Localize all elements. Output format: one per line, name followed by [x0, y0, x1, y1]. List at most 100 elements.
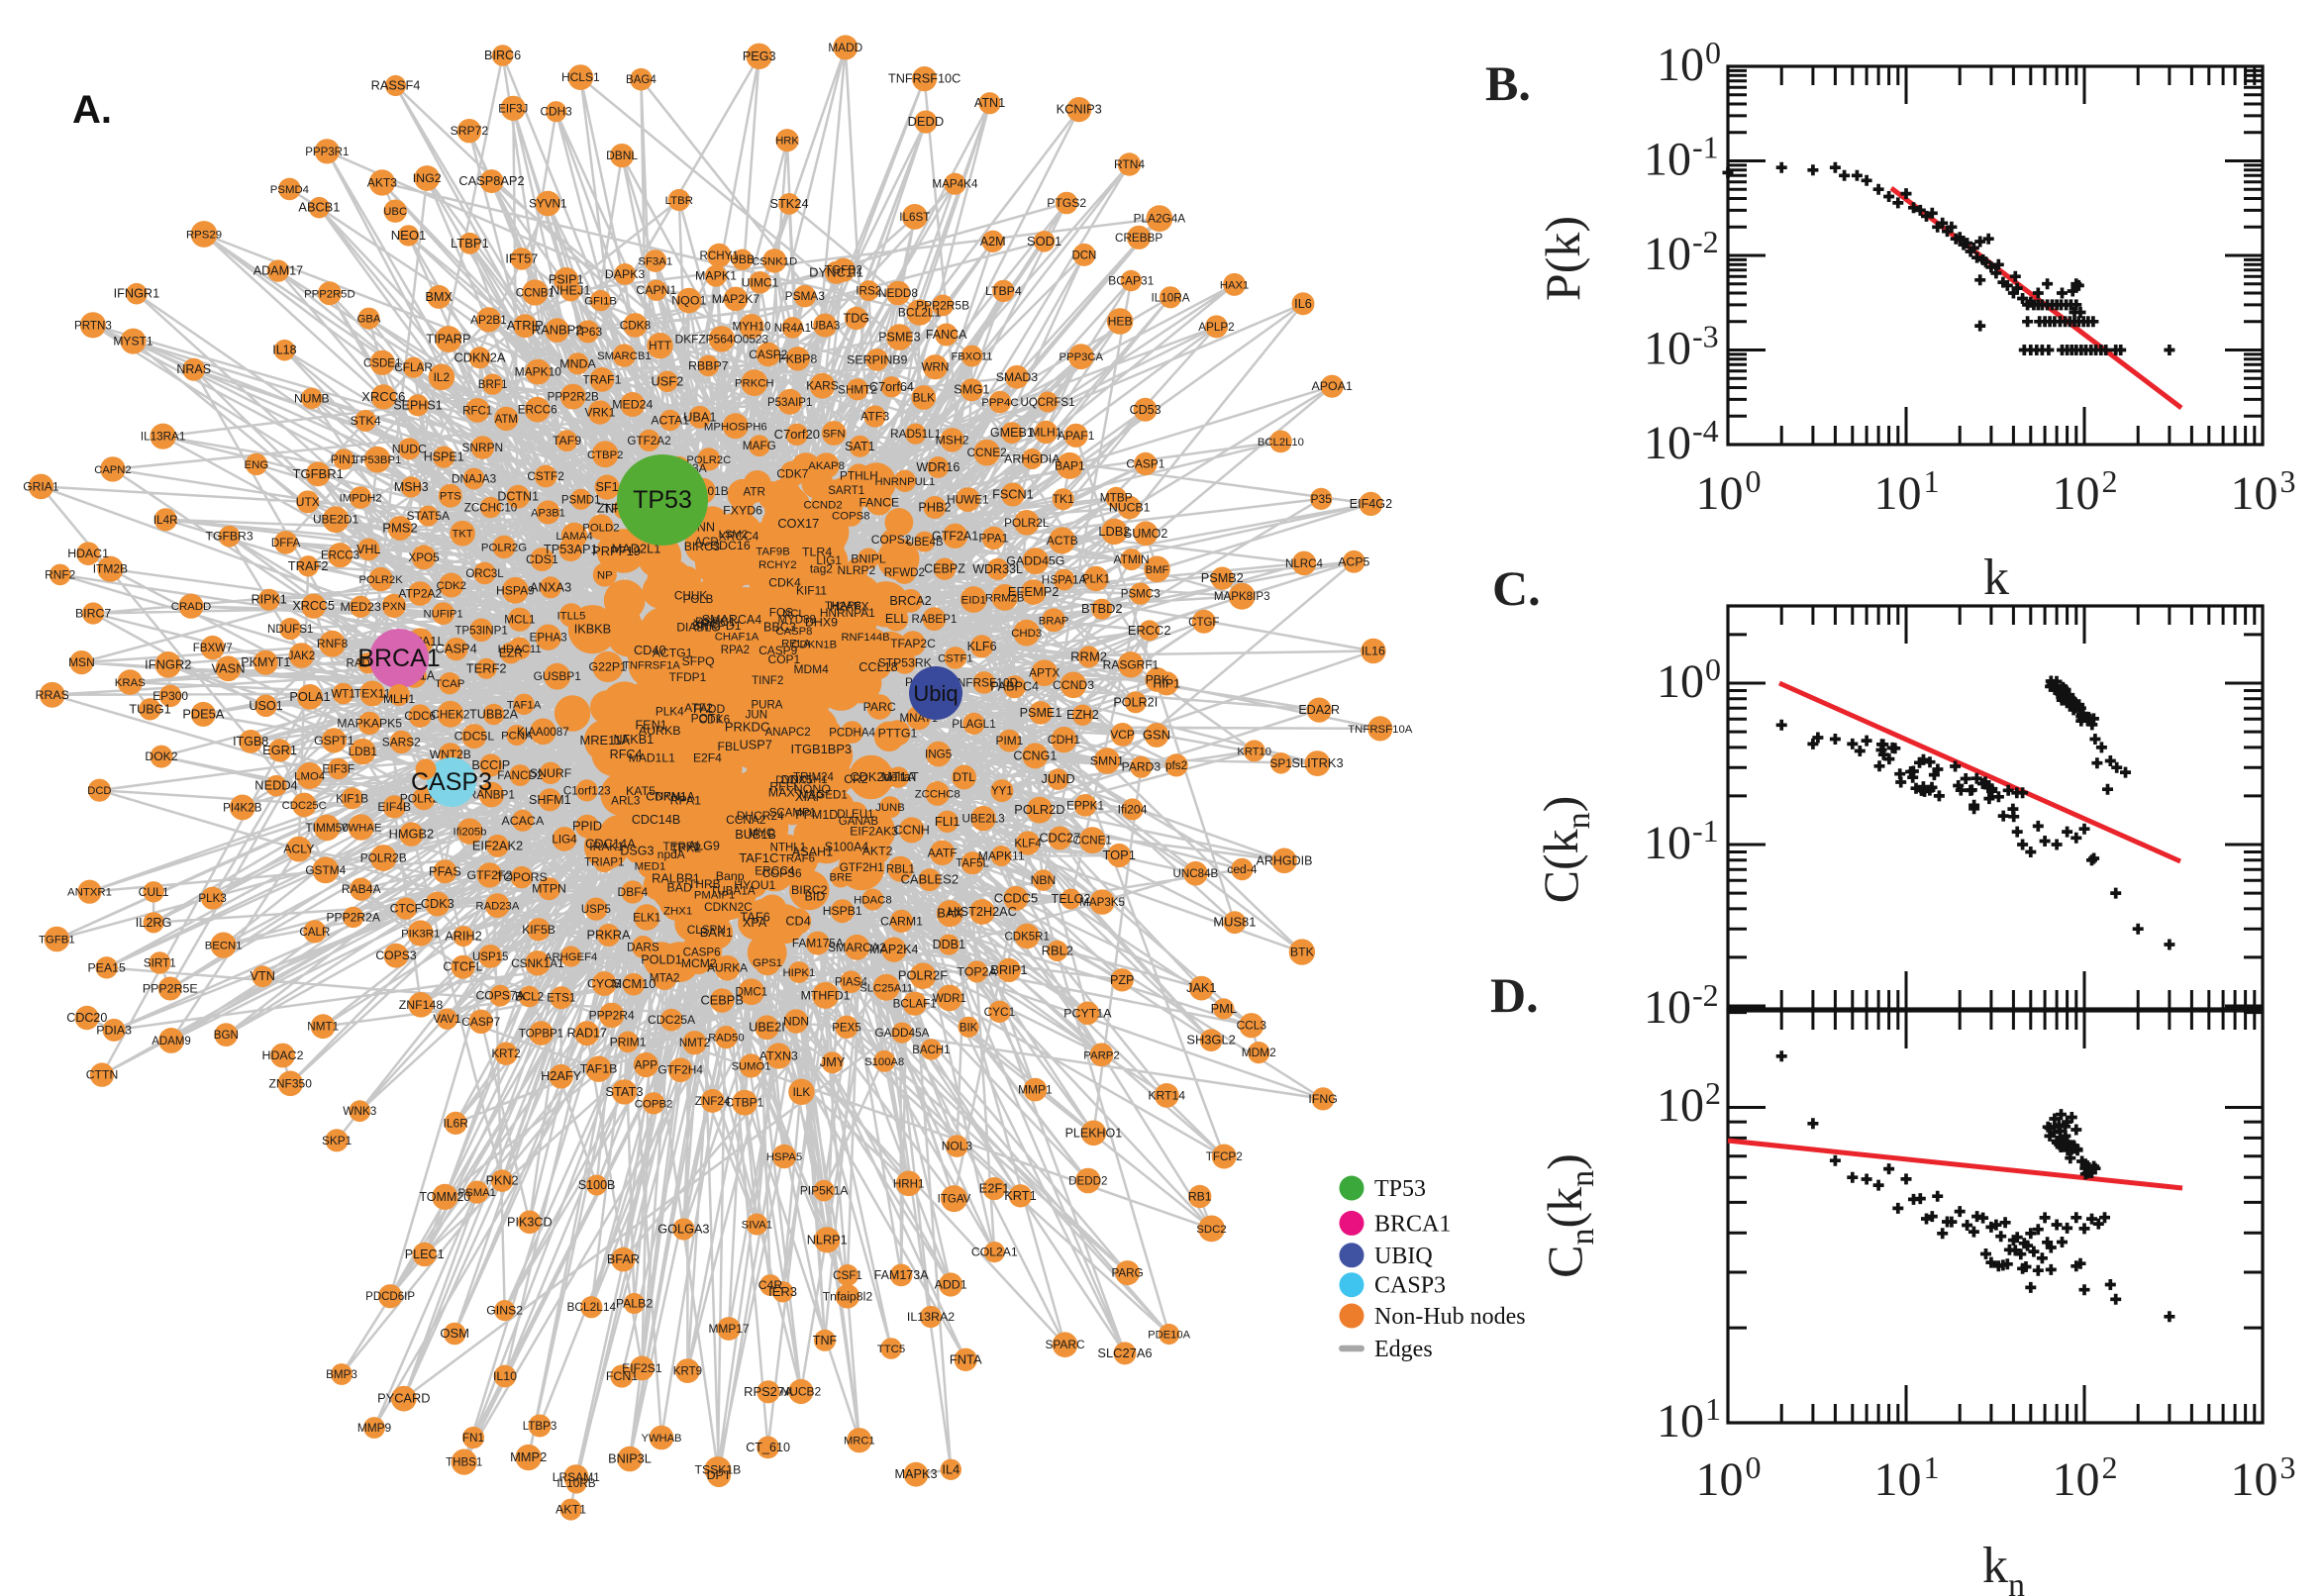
svg-text:CAPN1: CAPN1 [636, 283, 676, 297]
svg-text:BECN1: BECN1 [205, 941, 243, 952]
svg-text:MTPN: MTPN [532, 882, 566, 896]
svg-text:ADAM9: ADAM9 [152, 1036, 191, 1047]
svg-text:ACLY: ACLY [283, 843, 314, 856]
svg-text:PPP2R5B: PPP2R5B [916, 298, 969, 312]
svg-text:0: 0 [1705, 35, 1721, 70]
svg-text:TKT: TKT [453, 529, 473, 541]
svg-text:CASP6: CASP6 [683, 946, 721, 958]
svg-text:CCNE1: CCNE1 [1073, 835, 1112, 848]
svg-text:UTX: UTX [296, 495, 320, 509]
svg-text:SHMT2: SHMT2 [838, 383, 877, 396]
svg-text:LTBP3: LTBP3 [523, 1420, 557, 1433]
svg-text:PRTN3: PRTN3 [74, 319, 112, 332]
svg-text:ACACA: ACACA [502, 814, 545, 828]
svg-text:10: 10 [1644, 417, 1691, 469]
svg-text:MCL1: MCL1 [504, 614, 535, 627]
svg-text:BCL2: BCL2 [515, 991, 544, 1004]
svg-text:HSPB1: HSPB1 [823, 904, 862, 918]
svg-text:RFC4: RFC4 [610, 748, 643, 761]
svg-text:SNURF: SNURF [530, 766, 572, 780]
svg-text:BGN: BGN [214, 1029, 239, 1042]
svg-text:ARIH2: ARIH2 [445, 930, 481, 944]
svg-text:PPP2R5D: PPP2R5D [304, 288, 355, 300]
svg-text:GADD45G: GADD45G [1006, 554, 1064, 568]
svg-text:TFDP1: TFDP1 [669, 670, 707, 684]
svg-text:PPA1: PPA1 [978, 531, 1008, 545]
svg-text:YY1: YY1 [991, 786, 1013, 798]
svg-text:ORC3L: ORC3L [465, 568, 504, 580]
svg-text:VAV1: VAV1 [433, 1013, 460, 1026]
svg-text:MTA2: MTA2 [650, 970, 680, 984]
svg-text:YWHAE: YWHAE [341, 823, 382, 835]
svg-text:PDE5A: PDE5A [182, 706, 224, 721]
svg-text:SUMO2: SUMO2 [1124, 527, 1168, 541]
svg-text:SAT1: SAT1 [845, 440, 875, 453]
svg-text:TFAP2C: TFAP2C [890, 637, 936, 650]
svg-text:DEDD2: DEDD2 [1068, 1175, 1107, 1188]
svg-text:IL10RB: IL10RB [556, 1476, 595, 1490]
svg-text:CR2: CR2 [844, 772, 868, 786]
svg-text:-2: -2 [1692, 977, 1719, 1013]
svg-text:GTF2A2: GTF2A2 [627, 435, 670, 448]
svg-text:RAD50: RAD50 [708, 1033, 744, 1045]
svg-text:CDC25C: CDC25C [282, 800, 327, 812]
svg-text:RAD17: RAD17 [567, 1027, 607, 1041]
svg-text:CDKN1A: CDKN1A [646, 790, 695, 804]
svg-text:TGFB2: TGFB2 [825, 263, 863, 277]
svg-text:C7orf20: C7orf20 [774, 427, 820, 442]
svg-text:MAPK11: MAPK11 [978, 849, 1025, 863]
svg-text:SPARC: SPARC [1045, 1338, 1084, 1351]
svg-text:CASP3: CASP3 [1374, 1273, 1446, 1299]
svg-text:PEA15: PEA15 [88, 960, 126, 974]
svg-text:PLA2G4A: PLA2G4A [1134, 212, 1186, 226]
svg-text:IER3: IER3 [768, 1284, 797, 1299]
svg-text:RTN4: RTN4 [1114, 157, 1145, 171]
svg-text:GTF2H1: GTF2H1 [840, 861, 884, 874]
svg-text:BIRC7: BIRC7 [75, 607, 111, 621]
svg-text:COPB2: COPB2 [635, 1098, 673, 1110]
svg-text:XRCC5: XRCC5 [292, 599, 335, 613]
svg-text:JUND: JUND [1042, 771, 1075, 786]
svg-text:A.: A. [72, 88, 112, 132]
svg-text:SMARCA2: SMARCA2 [828, 941, 886, 954]
svg-text:MAFG: MAFG [743, 439, 776, 452]
svg-text:CEBPB: CEBPB [701, 993, 744, 1008]
svg-text:10: 10 [1644, 134, 1691, 186]
svg-text:NUDC: NUDC [392, 442, 427, 455]
svg-text:pfs2: pfs2 [1165, 759, 1187, 772]
svg-text:IL10: IL10 [493, 1369, 517, 1383]
svg-text:STK24: STK24 [769, 196, 808, 211]
svg-text:PSMD4: PSMD4 [270, 184, 309, 196]
svg-text:NEO1: NEO1 [391, 228, 426, 243]
svg-text:LMO4: LMO4 [294, 771, 325, 783]
svg-text:ASAH1: ASAH1 [792, 846, 833, 859]
svg-text:CD40: CD40 [634, 643, 666, 657]
svg-text:IL18: IL18 [272, 344, 296, 357]
svg-text:EFEMP2: EFEMP2 [1008, 584, 1060, 599]
svg-text:POLR2G: POLR2G [481, 542, 527, 553]
svg-text:PPP3CA: PPP3CA [1060, 351, 1104, 363]
svg-text:NLRP2: NLRP2 [838, 563, 876, 577]
svg-text:MAPKAPK5: MAPKAPK5 [337, 716, 402, 730]
svg-text:CSDE1: CSDE1 [363, 357, 401, 369]
svg-text:AKT1: AKT1 [556, 1503, 586, 1517]
svg-text:BACH1: BACH1 [912, 1045, 950, 1056]
svg-text:RRM2: RRM2 [1070, 648, 1107, 663]
svg-text:CDK2deltaT: CDK2deltaT [851, 770, 919, 784]
svg-text:EGR1: EGR1 [262, 743, 297, 757]
svg-text:MLH1: MLH1 [1030, 426, 1061, 440]
svg-text:IFT57: IFT57 [505, 251, 538, 265]
svg-text:PSMD1: PSMD1 [561, 494, 601, 506]
svg-text:BFAR: BFAR [607, 1252, 640, 1266]
svg-text:COP1: COP1 [768, 652, 801, 666]
svg-text:CASP9: CASP9 [758, 644, 797, 657]
svg-text:BIRC2: BIRC2 [791, 883, 828, 897]
svg-text:TNF: TNF [813, 1334, 838, 1347]
svg-text:DLEU1: DLEU1 [837, 808, 873, 821]
svg-text:CCL3: CCL3 [1237, 1019, 1267, 1033]
svg-text:CHD3: CHD3 [1011, 628, 1042, 640]
svg-text:PEG3: PEG3 [743, 50, 776, 63]
svg-text:BCL2L14: BCL2L14 [567, 1300, 617, 1314]
svg-text:APOA1: APOA1 [1312, 379, 1353, 393]
svg-text:DCN: DCN [1071, 249, 1096, 261]
